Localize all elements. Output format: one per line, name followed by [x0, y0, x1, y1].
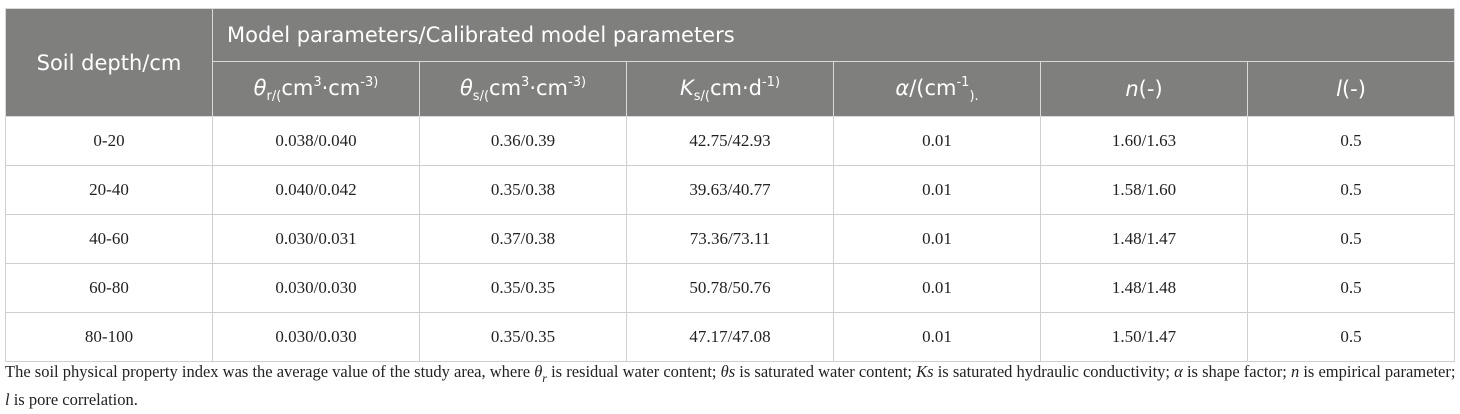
cell-theta-r: 0.038/0.040 [212, 116, 420, 166]
cell-n: 1.48/1.47 [1040, 214, 1248, 264]
table-container: Soil depth/cm Model parameters/Calibrate… [5, 8, 1456, 362]
table-row: 40-60 0.030/0.031 0.37/0.38 73.36/73.11 … [5, 214, 1456, 264]
cell-theta-r: 0.030/0.030 [212, 263, 420, 313]
cell-depth: 0-20 [5, 116, 213, 166]
cell-theta-s: 0.35/0.38 [419, 165, 627, 215]
cell-l: 0.5 [1246, 165, 1456, 215]
cell-l: 0.5 [1246, 214, 1456, 264]
cell-n: 1.58/1.60 [1040, 165, 1248, 215]
cell-ks: 42.75/42.93 [626, 116, 834, 166]
cell-theta-r: 0.040/0.042 [212, 165, 420, 215]
cell-l: 0.5 [1246, 263, 1456, 313]
table-footnote: The soil physical property index was the… [5, 362, 1456, 409]
cell-n: 1.60/1.63 [1040, 116, 1248, 166]
cell-theta-s: 0.35/0.35 [419, 312, 627, 362]
cell-depth: 80-100 [5, 312, 213, 362]
cell-alpha: 0.01 [833, 263, 1041, 313]
cell-theta-s: 0.36/0.39 [419, 116, 627, 166]
cell-ks: 39.63/40.77 [626, 165, 834, 215]
table-row: 60-80 0.030/0.030 0.35/0.35 50.78/50.76 … [5, 263, 1456, 313]
col-header-theta-s: θs/(cm3·cm-3) [419, 61, 627, 117]
cell-alpha: 0.01 [833, 165, 1041, 215]
cell-depth: 60-80 [5, 263, 213, 313]
cell-n: 1.50/1.47 [1040, 312, 1248, 362]
group-header: Model parameters/Calibrated model parame… [211, 8, 1456, 62]
col-header-ks: Ks/(cm·d-1) [626, 61, 834, 117]
cell-n: 1.48/1.48 [1040, 263, 1248, 313]
cell-alpha: 0.01 [833, 214, 1041, 264]
cell-theta-r: 0.030/0.031 [212, 214, 420, 264]
col-header-l: l(-) [1246, 61, 1456, 117]
cell-ks: 73.36/73.11 [626, 214, 834, 264]
cell-theta-s: 0.37/0.38 [419, 214, 627, 264]
cell-alpha: 0.01 [833, 116, 1041, 166]
cell-theta-r: 0.030/0.030 [212, 312, 420, 362]
cell-l: 0.5 [1246, 312, 1456, 362]
cell-ks: 50.78/50.76 [626, 263, 834, 313]
cell-alpha: 0.01 [833, 312, 1041, 362]
cell-depth: 40-60 [5, 214, 213, 264]
cell-depth: 20-40 [5, 165, 213, 215]
cell-theta-s: 0.35/0.35 [419, 263, 627, 313]
col-header-theta-r: θr/(cm3·cm-3) [212, 61, 420, 117]
parameters-table: Soil depth/cm Model parameters/Calibrate… [5, 8, 1456, 362]
cell-l: 0.5 [1246, 116, 1456, 166]
col-header-alpha: α/(cm-1). [833, 61, 1041, 117]
table-row: 80-100 0.030/0.030 0.35/0.35 47.17/47.08… [5, 312, 1456, 362]
col-header-n: n(-) [1040, 61, 1248, 117]
table-row: 20-40 0.040/0.042 0.35/0.38 39.63/40.77 … [5, 165, 1456, 215]
table-row: 0-20 0.038/0.040 0.36/0.39 42.75/42.93 0… [5, 116, 1456, 166]
depth-header: Soil depth/cm [5, 8, 213, 117]
cell-ks: 47.17/47.08 [626, 312, 834, 362]
